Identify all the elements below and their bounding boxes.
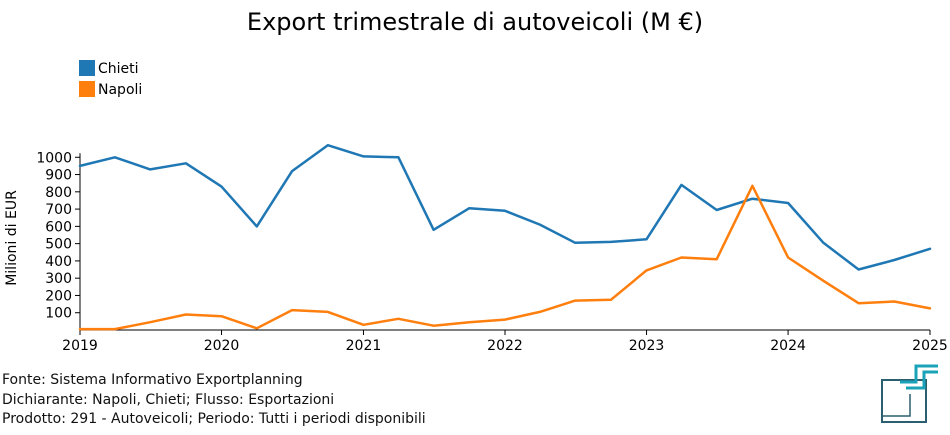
chart-title: Export trimestrale di autoveicoli (M €) bbox=[247, 8, 703, 36]
y-tick-label: 200 bbox=[45, 288, 72, 304]
series-layer bbox=[78, 143, 932, 331]
y-tick-label: 1000 bbox=[36, 150, 72, 166]
y-tick-label: 900 bbox=[45, 168, 72, 184]
declarant-line: Dichiarante: Napoli, Chieti; Flusso: Esp… bbox=[2, 391, 335, 408]
legend-label-chieti: Chieti bbox=[98, 61, 139, 77]
legend-label-napoli: Napoli bbox=[98, 82, 142, 98]
product-line: Prodotto: 291 - Autoveicoli; Periodo: Tu… bbox=[2, 411, 426, 427]
y-tick-label: 100 bbox=[45, 306, 72, 322]
series-line-napoli bbox=[78, 184, 932, 331]
x-tick-label: 2022 bbox=[487, 338, 523, 354]
x-tick-label: 2024 bbox=[770, 338, 806, 354]
x-tick-label: 2025 bbox=[912, 338, 948, 354]
source-footer: Fonte: Sistema Informativo Exportplannin… bbox=[2, 371, 426, 430]
legend-swatch-napoli bbox=[79, 81, 95, 97]
source-line: Fonte: Sistema Informativo Exportplannin… bbox=[2, 372, 303, 388]
x-tick-label: 2020 bbox=[204, 338, 240, 354]
y-tick-label: 600 bbox=[45, 219, 72, 235]
x-tick-label: 2019 bbox=[62, 338, 98, 354]
y-tick-label: 300 bbox=[45, 271, 72, 287]
x-tick-label: 2021 bbox=[346, 338, 382, 354]
legend: Chieti Napoli bbox=[79, 60, 142, 98]
x-tick-label: 2023 bbox=[629, 338, 665, 354]
legend-swatch-chieti bbox=[79, 60, 95, 76]
y-tick-label: 400 bbox=[45, 254, 72, 270]
y-tick-label: 700 bbox=[45, 202, 72, 218]
y-tick-label: 500 bbox=[45, 237, 72, 253]
exportplanning-logo-icon bbox=[881, 364, 938, 423]
y-axis-label: Milioni di EUR bbox=[4, 190, 20, 286]
y-tick-label: 800 bbox=[45, 185, 72, 201]
series-line-chieti bbox=[78, 143, 932, 271]
